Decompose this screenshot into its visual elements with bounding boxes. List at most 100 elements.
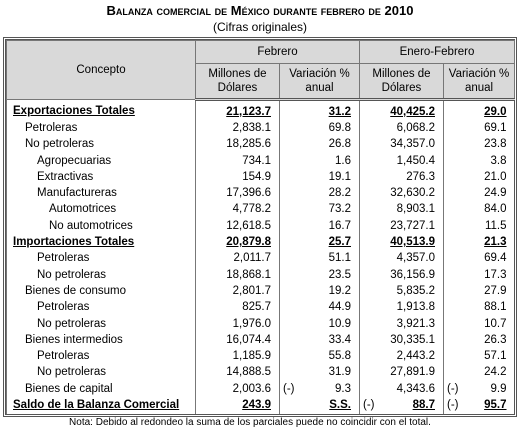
table-row: No petroleras 1,976.0 10.9 3,921.3 10.7 — [6, 315, 515, 333]
table-row: Petroleras 825.7 44.9 1,913.8 88.1 — [6, 299, 515, 316]
row-label: Manufactureras — [37, 187, 117, 200]
negative-value: (-) 88.7 — [363, 398, 435, 413]
value: 276.3 — [406, 170, 435, 183]
row-label-cell: Importaciones Totales — [6, 234, 196, 251]
row-label: No petroleras — [37, 366, 107, 379]
value-cell: 2,838.1 — [195, 120, 280, 137]
value: 26.3 — [484, 333, 507, 346]
value-cell: 69.1 — [442, 120, 515, 137]
value: 1.6 — [335, 154, 351, 167]
row-label: Agropecuarias — [37, 154, 112, 167]
value-cell: 57.1 — [442, 348, 515, 365]
value-cell: (-) 88.7 — [359, 397, 444, 414]
value: 4,778.2 — [232, 203, 271, 216]
row-label: Petroleras — [25, 121, 78, 134]
row-label: Bienes de consumo — [25, 284, 127, 297]
value-cell: 1,976.0 — [195, 315, 280, 333]
value: 27.9 — [484, 284, 507, 297]
value: 16.7 — [328, 219, 351, 232]
row-label: No automotrices — [49, 219, 133, 232]
value: 29.0 — [484, 105, 507, 118]
value-cell: 243.9 — [195, 397, 280, 414]
value: 40,513.9 — [390, 236, 435, 249]
negative-value: (-) 95.7 — [447, 398, 507, 413]
table-row: Bienes de capital 2,003.6 (-) 9.3 4,343.6 (-)… — [6, 381, 515, 398]
value: 36,156.9 — [390, 268, 435, 281]
row-label-cell: Bienes de capital — [6, 381, 196, 398]
value: 18,285.6 — [226, 138, 271, 151]
value-cell: 21.0 — [442, 169, 515, 186]
row-label-cell: Petroleras — [6, 250, 196, 267]
row-label-cell: Extractivas — [6, 169, 196, 186]
subtitle: (Cifras originales) — [212, 20, 308, 34]
row-label: Bienes de capital — [25, 382, 113, 395]
value-cell: 24.9 — [442, 185, 515, 202]
column-header: Variación % anual — [279, 63, 360, 101]
value-cell: 2,011.7 — [195, 250, 280, 267]
value: 25.7 — [328, 236, 351, 249]
value: 10.7 — [484, 317, 507, 330]
value: 88.1 — [484, 301, 507, 314]
row-label-cell: Manufactureras — [6, 185, 196, 202]
table-frame: Concepto Febrero Enero-Febrero Millones … — [3, 37, 517, 417]
value: 40,425.2 — [390, 105, 435, 118]
value-cell: 18,868.1 — [195, 266, 280, 284]
value: 44.9 — [328, 301, 351, 314]
value-cell: 11.5 — [442, 218, 515, 235]
row-label-cell: No petroleras — [6, 136, 196, 153]
row-label-cell: No petroleras — [6, 266, 196, 284]
table: Concepto Febrero Enero-Febrero Millones … — [6, 40, 516, 414]
sign: (-) — [283, 382, 295, 395]
value: 8,903.1 — [396, 203, 435, 216]
value-cell: 1,913.8 — [359, 299, 444, 316]
value-cell: 12,618.5 — [195, 218, 280, 235]
value-cell: 30,335.1 — [359, 332, 444, 349]
value: 19.2 — [328, 284, 351, 297]
column-header: Variación % anual — [442, 63, 516, 101]
value: 34,357.0 — [390, 138, 435, 151]
value-cell: 20,879.8 — [195, 234, 280, 251]
value-cell: 2,003.6 — [195, 381, 280, 398]
value-cell: 825.7 — [195, 299, 280, 316]
value-cell: 16,074.4 — [195, 332, 280, 349]
value: 6,068.2 — [396, 121, 435, 134]
value: 24.2 — [484, 366, 507, 379]
value-cell: 69.8 — [279, 120, 360, 137]
value: S.S. — [329, 398, 351, 411]
column-header: Millones de Dólares — [195, 63, 280, 101]
value: 23.8 — [484, 138, 507, 151]
value: 243.9 — [242, 398, 271, 411]
value-cell: 88.1 — [442, 299, 515, 316]
value: 5,835.2 — [396, 284, 435, 297]
value-cell: 23,727.1 — [359, 218, 444, 235]
row-label-cell: Bienes de consumo — [6, 283, 196, 300]
value: 30,335.1 — [390, 333, 435, 346]
row-label-cell: No petroleras — [6, 364, 196, 382]
value-cell: 69.4 — [442, 250, 515, 267]
sign: (-) — [447, 398, 459, 411]
value: 9.9 — [490, 382, 507, 395]
value-cell: 5,835.2 — [359, 283, 444, 300]
value-cell: 2,443.2 — [359, 348, 444, 365]
row-label: Petroleras — [37, 252, 90, 265]
negative-value: (-) 9.9 — [447, 382, 507, 397]
row-label-cell: Saldo de la Balanza Comercial — [6, 397, 196, 414]
concept-header: Concepto — [6, 40, 196, 100]
value-cell: 33.4 — [279, 332, 360, 349]
row-label: Petroleras — [37, 301, 90, 314]
value: 21.3 — [484, 236, 507, 249]
value: 17,396.6 — [226, 187, 271, 200]
value: 154.9 — [242, 170, 271, 183]
value-cell: 21.3 — [442, 234, 515, 251]
row-label: Importaciones Totales — [13, 236, 135, 249]
value-cell: 4,357.0 — [359, 250, 444, 267]
value-cell: S.S. — [279, 397, 360, 414]
value: 28.2 — [328, 187, 351, 200]
value-cell: 25.7 — [279, 234, 360, 251]
value-cell: 24.2 — [442, 364, 515, 382]
table-row: Bienes de consumo 2,801.7 19.2 5,835.2 27.9 — [6, 283, 515, 300]
column-header: Millones de Dólares — [359, 63, 444, 101]
value: 88.7 — [412, 398, 435, 411]
value: 27,891.9 — [390, 366, 435, 379]
